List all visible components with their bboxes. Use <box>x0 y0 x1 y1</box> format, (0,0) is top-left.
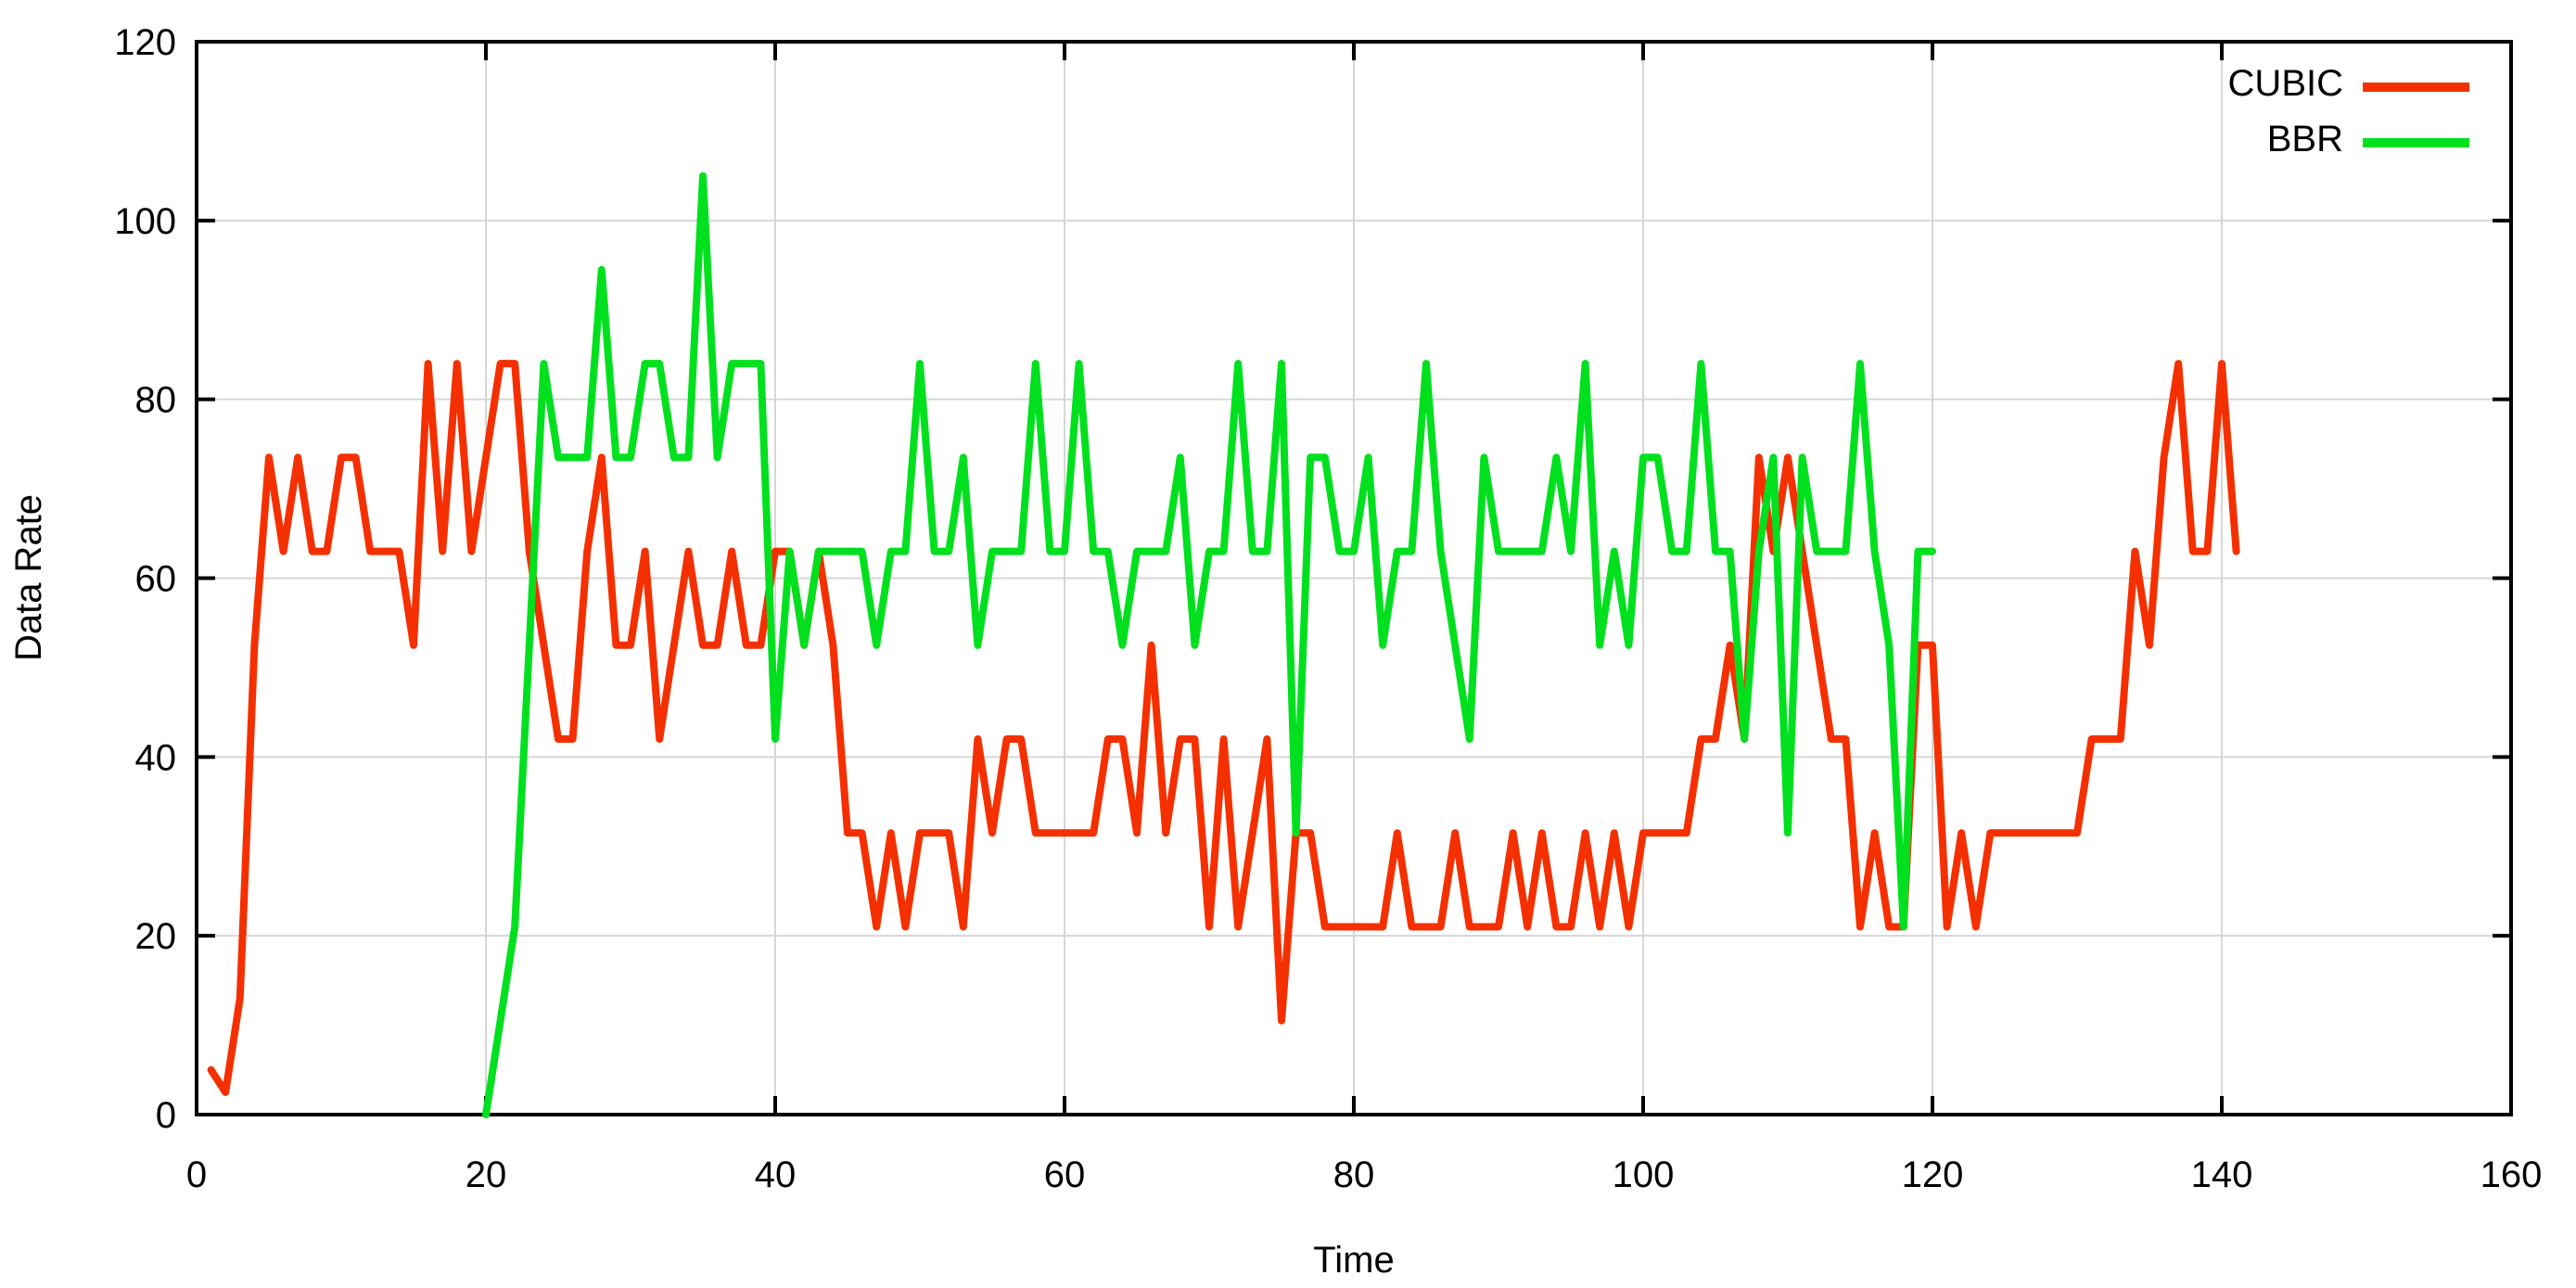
x-tick-label: 140 <box>2191 1154 2253 1195</box>
y-tick-label: 120 <box>114 22 176 63</box>
x-tick-label: 0 <box>186 1154 207 1195</box>
x-tick-label: 40 <box>755 1154 797 1195</box>
y-axis-title: Data Rate <box>8 494 49 661</box>
grid-layer <box>197 42 2511 1115</box>
x-tick-label: 120 <box>1902 1154 1964 1195</box>
tick-layer <box>195 40 2513 1116</box>
x-axis-title: Time <box>1313 1240 1394 1281</box>
x-tick-label: 20 <box>465 1154 507 1195</box>
series-layer <box>207 172 2240 1118</box>
legend-label-cubic: CUBIC <box>2228 63 2343 104</box>
legend: CUBIC BBR <box>2228 63 2469 159</box>
x-tick-label: 100 <box>1613 1154 1675 1195</box>
y-tick-label: 80 <box>135 380 177 421</box>
y-tick-label: 40 <box>135 737 177 778</box>
y-tick-label: 60 <box>135 559 177 600</box>
x-tick-label: 80 <box>1333 1154 1375 1195</box>
x-tick-label: 160 <box>2480 1154 2543 1195</box>
y-tick-label: 0 <box>156 1095 176 1136</box>
x-tick-label: 60 <box>1044 1154 1086 1195</box>
series-line-bbr <box>482 172 1936 1118</box>
y-tick-label: 100 <box>114 201 176 242</box>
y-tick-label: 20 <box>135 916 177 957</box>
series-line-cubic <box>207 360 2240 1096</box>
legend-label-bbr: BBR <box>2267 119 2343 159</box>
tick-label-layer: 0 20 40 60 80 100 120 140 160 0 20 40 60 80 100 120 <box>114 22 2542 1195</box>
